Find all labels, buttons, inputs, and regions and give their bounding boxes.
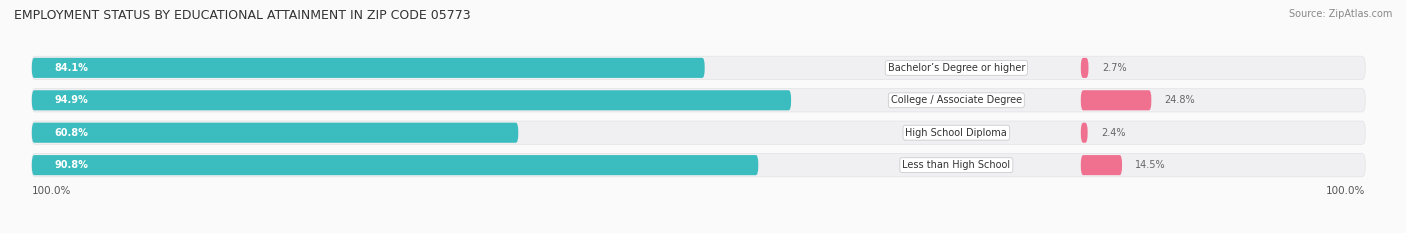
FancyBboxPatch shape: [32, 56, 1365, 79]
Text: Bachelor’s Degree or higher: Bachelor’s Degree or higher: [887, 63, 1025, 73]
Text: College / Associate Degree: College / Associate Degree: [891, 95, 1022, 105]
Text: 90.8%: 90.8%: [53, 160, 89, 170]
FancyBboxPatch shape: [32, 89, 1365, 112]
Text: 14.5%: 14.5%: [1136, 160, 1166, 170]
Text: Less than High School: Less than High School: [903, 160, 1011, 170]
FancyBboxPatch shape: [32, 155, 758, 175]
Text: 84.1%: 84.1%: [53, 63, 89, 73]
Text: 100.0%: 100.0%: [1326, 186, 1365, 196]
Text: 100.0%: 100.0%: [32, 186, 72, 196]
FancyBboxPatch shape: [1081, 90, 1152, 110]
FancyBboxPatch shape: [32, 123, 519, 143]
FancyBboxPatch shape: [1081, 155, 1122, 175]
Text: 24.8%: 24.8%: [1164, 95, 1195, 105]
FancyBboxPatch shape: [32, 154, 1365, 177]
Text: Source: ZipAtlas.com: Source: ZipAtlas.com: [1288, 9, 1392, 19]
FancyBboxPatch shape: [32, 58, 704, 78]
Text: 94.9%: 94.9%: [53, 95, 87, 105]
FancyBboxPatch shape: [1081, 123, 1088, 143]
FancyBboxPatch shape: [32, 121, 1365, 144]
FancyBboxPatch shape: [1081, 58, 1088, 78]
Text: EMPLOYMENT STATUS BY EDUCATIONAL ATTAINMENT IN ZIP CODE 05773: EMPLOYMENT STATUS BY EDUCATIONAL ATTAINM…: [14, 9, 471, 22]
Text: 2.7%: 2.7%: [1102, 63, 1126, 73]
FancyBboxPatch shape: [32, 90, 792, 110]
Text: 60.8%: 60.8%: [53, 128, 89, 138]
Text: 2.4%: 2.4%: [1101, 128, 1125, 138]
Text: High School Diploma: High School Diploma: [905, 128, 1007, 138]
